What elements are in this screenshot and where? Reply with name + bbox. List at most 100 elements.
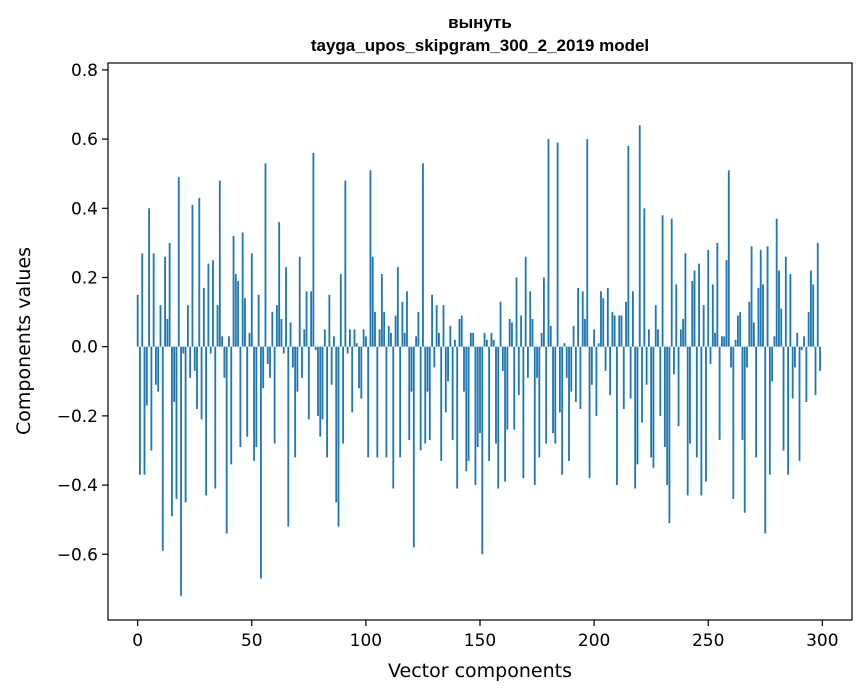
bar xyxy=(234,274,237,347)
bar xyxy=(634,346,637,489)
bar xyxy=(180,346,182,596)
bar xyxy=(451,346,454,441)
bar xyxy=(460,315,463,347)
bar xyxy=(561,346,564,475)
bar xyxy=(495,346,497,444)
bar xyxy=(705,346,707,482)
bar xyxy=(250,253,253,347)
bar xyxy=(750,246,753,347)
y-tick-label: −0.2 xyxy=(57,407,98,427)
bar xyxy=(508,319,511,347)
bar xyxy=(679,329,682,347)
bar xyxy=(392,346,395,489)
bar xyxy=(784,256,787,347)
bar xyxy=(228,336,230,347)
bar xyxy=(563,343,566,347)
bar xyxy=(597,343,600,347)
bar xyxy=(415,336,418,347)
bar xyxy=(463,346,465,392)
bar xyxy=(757,287,760,347)
bar xyxy=(659,346,662,416)
bar xyxy=(161,346,164,551)
y-tick-label: 0.8 xyxy=(71,61,98,81)
bar xyxy=(305,291,308,347)
bar xyxy=(663,346,666,448)
bar xyxy=(636,346,639,465)
bar xyxy=(369,170,372,347)
bar xyxy=(629,346,632,399)
bar xyxy=(319,346,322,437)
bar xyxy=(214,346,217,489)
x-tick-label: 50 xyxy=(241,631,263,651)
bar xyxy=(816,242,819,347)
bar xyxy=(490,332,493,347)
bar xyxy=(371,256,374,347)
bar xyxy=(604,346,607,371)
bar xyxy=(458,319,461,347)
bar xyxy=(657,329,659,347)
bar xyxy=(643,208,646,347)
bar xyxy=(139,346,141,475)
y-tick-label: 0.0 xyxy=(71,338,98,358)
bar xyxy=(725,260,728,347)
bar xyxy=(244,298,246,347)
bar xyxy=(291,346,294,368)
chart-title-line2: tayga_upos_skipgram_300_2_2019 model xyxy=(311,36,649,55)
bar xyxy=(173,346,176,403)
bar xyxy=(670,218,673,347)
bar xyxy=(661,215,664,347)
bar xyxy=(638,125,641,347)
bar xyxy=(734,339,737,347)
bar xyxy=(164,256,166,347)
bar xyxy=(545,346,548,444)
bar xyxy=(764,346,767,534)
x-axis-label: Vector components xyxy=(388,660,572,682)
bar xyxy=(695,346,698,458)
bar xyxy=(321,346,324,420)
bar xyxy=(438,332,440,347)
bar xyxy=(301,346,303,378)
bar xyxy=(522,346,525,479)
bar xyxy=(264,163,267,347)
bar xyxy=(568,346,570,461)
bar xyxy=(417,312,420,347)
bar xyxy=(673,346,675,375)
bar xyxy=(469,332,472,347)
bar xyxy=(221,336,224,347)
bar xyxy=(807,312,810,347)
bar xyxy=(184,346,187,503)
bar xyxy=(746,346,748,368)
bar xyxy=(422,163,424,347)
bar xyxy=(759,249,762,347)
bar xyxy=(716,242,719,347)
bar xyxy=(549,325,552,347)
y-tick-label: 0.2 xyxy=(71,268,98,288)
bar xyxy=(166,319,169,347)
bar xyxy=(444,346,447,413)
bar xyxy=(581,291,584,347)
bar xyxy=(150,346,153,451)
bar xyxy=(456,346,459,489)
bar xyxy=(627,146,630,347)
bar xyxy=(285,267,287,347)
bar xyxy=(616,346,618,486)
bar xyxy=(791,346,794,399)
bar xyxy=(529,291,532,347)
bar xyxy=(588,346,591,479)
bar xyxy=(200,346,203,420)
bar xyxy=(148,208,150,347)
bar xyxy=(698,263,701,347)
bar xyxy=(558,346,561,413)
bar xyxy=(488,346,491,461)
bar xyxy=(513,346,516,430)
bar xyxy=(358,346,360,389)
bar xyxy=(298,256,301,347)
bar xyxy=(269,346,271,378)
bar xyxy=(294,346,297,458)
bar xyxy=(387,325,390,347)
bar xyxy=(255,346,258,448)
bar xyxy=(782,346,785,451)
bar xyxy=(282,346,285,354)
bar xyxy=(401,301,404,347)
bar xyxy=(479,346,481,434)
